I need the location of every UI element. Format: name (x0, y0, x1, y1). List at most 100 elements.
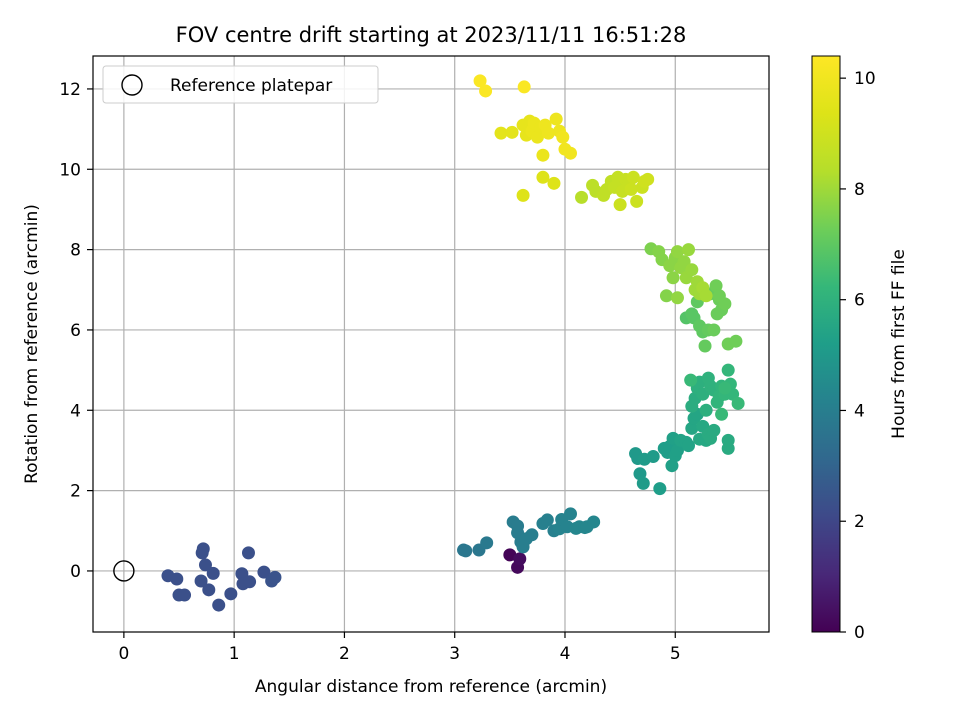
scatter-point (707, 423, 721, 437)
colorbar-tick-label: 4 (854, 401, 865, 421)
scatter-point (541, 126, 555, 140)
scatter-point (684, 373, 698, 387)
scatter-point (698, 339, 712, 353)
scatter-point (473, 74, 487, 88)
x-tick-label: 0 (118, 644, 129, 664)
scatter-point (194, 574, 208, 588)
y-axis-label: Rotation from reference (arcmin) (22, 204, 42, 484)
scatter-point (718, 381, 732, 395)
scatter-point (677, 255, 691, 269)
y-axis: 0 2 4 6 8 10 12 (59, 80, 93, 582)
scatter-point (712, 289, 726, 303)
colorbar-label: Hours from first FF file (889, 249, 909, 439)
scatter-point (729, 334, 743, 348)
y-tick-label: 8 (70, 241, 81, 261)
scatter-point (715, 407, 729, 421)
scatter-point (575, 190, 589, 204)
scatter-point (525, 528, 539, 542)
chart-title: FOV centre drift starting at 2023/11/11 … (176, 23, 687, 47)
scatter-point (235, 567, 249, 581)
colorbar-tick-label: 2 (854, 512, 865, 532)
scatter-point (670, 443, 684, 457)
scatter-point (681, 439, 695, 453)
scatter-point (206, 566, 220, 580)
scatter-point (198, 558, 212, 572)
scatter-point (556, 130, 570, 144)
scatter-point (564, 146, 578, 160)
x-tick-label: 4 (560, 644, 571, 664)
y-tick-label: 6 (70, 321, 81, 341)
colorbar (811, 55, 841, 633)
x-axis-label: Angular distance from reference (arcmin) (255, 677, 607, 697)
scatter-point (536, 170, 550, 184)
scatter-point (685, 421, 699, 435)
colorbar-tick-label: 0 (854, 623, 865, 643)
x-tick-label: 2 (339, 644, 350, 664)
scatter-point (243, 575, 257, 589)
scatter-point (653, 482, 667, 496)
scatter-point (709, 279, 723, 293)
scatter-point (547, 176, 561, 190)
scatter-point (479, 84, 493, 98)
legend-box (102, 65, 379, 104)
scatter-point (503, 548, 517, 562)
x-axis: 0 1 2 3 4 5 (118, 632, 681, 664)
scatter-point (626, 170, 640, 184)
x-tick-label: 1 (229, 644, 240, 664)
colorbar-tick-label: 8 (854, 180, 865, 200)
y-tick-label: 0 (70, 562, 81, 582)
scatter-point (549, 112, 563, 126)
scatter-point (224, 587, 238, 601)
scatter-point (257, 565, 271, 579)
scatter-point (540, 513, 554, 527)
scatter-point (613, 198, 627, 212)
scatter-point (480, 536, 494, 550)
colorbar-tick-label: 10 (854, 69, 876, 89)
scatter-point (670, 291, 684, 305)
legend-marker (121, 74, 143, 96)
scatter-point (564, 507, 578, 521)
scatter-point (178, 588, 192, 602)
x-tick-label: 5 (670, 644, 681, 664)
x-tick-label: 3 (449, 644, 460, 664)
scatter-point (681, 243, 695, 257)
scatter-point (696, 387, 710, 401)
legend: Reference platepar (102, 65, 379, 104)
scatter-point (630, 194, 644, 208)
scatter-point (646, 449, 660, 463)
scatter-point (670, 245, 684, 259)
gridlines (93, 56, 769, 632)
colorbar-tick-label: 6 (854, 291, 865, 311)
scatter-point (685, 263, 699, 277)
legend-label: Reference platepar (170, 76, 332, 96)
scatter-point (699, 403, 713, 417)
scatter-point (659, 289, 673, 303)
scatter-point (505, 125, 519, 139)
scatter-point (641, 172, 655, 186)
y-tick-label: 4 (70, 401, 81, 421)
scatter-point (721, 363, 735, 377)
scatter-point (721, 433, 735, 447)
scatter-point (241, 546, 255, 560)
scatter-points (113, 74, 745, 612)
y-tick-label: 2 (70, 482, 81, 502)
reference-point-marker (113, 560, 135, 582)
plot-frame (92, 55, 770, 633)
scatter-point (707, 323, 721, 337)
scatter-point (202, 583, 216, 597)
scatter-point (516, 188, 530, 202)
scatter-point (731, 396, 745, 410)
y-tick-label: 10 (59, 160, 81, 180)
colorbar-axis: 0 2 4 6 8 10 (840, 69, 876, 643)
scatter-point (196, 542, 210, 556)
scatter-point (517, 80, 531, 94)
scatter-point (536, 148, 550, 162)
scatter-point (268, 570, 282, 584)
scatter-point (212, 598, 226, 612)
scatter-point (494, 126, 508, 140)
scatter-point (587, 515, 601, 529)
scatter-point (636, 476, 650, 490)
scatter-point (665, 459, 679, 473)
scatter-point (530, 130, 544, 144)
